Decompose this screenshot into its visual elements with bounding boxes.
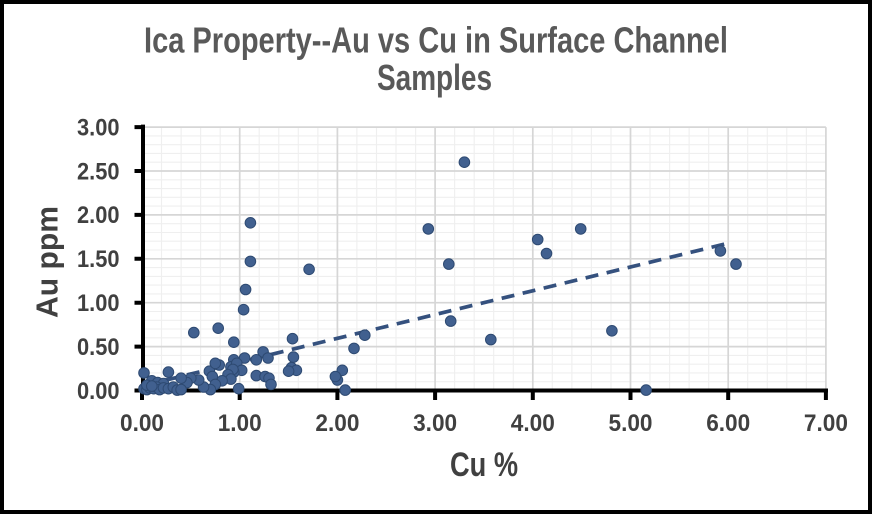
svg-text:1.50: 1.50 (77, 246, 120, 273)
svg-text:3.00: 3.00 (413, 410, 457, 437)
svg-text:1.00: 1.00 (77, 290, 120, 317)
svg-text:Au ppm: Au ppm (29, 206, 64, 318)
svg-text:3.00: 3.00 (77, 114, 120, 141)
svg-text:0.00: 0.00 (77, 378, 120, 405)
svg-text:Cu %: Cu % (450, 446, 518, 484)
svg-text:5.00: 5.00 (609, 410, 653, 437)
svg-text:Ica Property--Au vs Cu in Surf: Ica Property--Au vs Cu in Surface Channe… (144, 19, 728, 60)
svg-text:2.00: 2.00 (315, 410, 359, 437)
svg-text:4.00: 4.00 (511, 410, 555, 437)
svg-text:2.50: 2.50 (77, 158, 120, 185)
svg-text:6.00: 6.00 (706, 410, 750, 437)
svg-text:1.00: 1.00 (218, 410, 262, 437)
svg-text:7.00: 7.00 (804, 410, 848, 437)
svg-text:0.50: 0.50 (77, 334, 120, 361)
svg-text:Samples: Samples (377, 57, 492, 98)
svg-text:0.00: 0.00 (120, 410, 164, 437)
svg-text:2.00: 2.00 (77, 202, 120, 229)
